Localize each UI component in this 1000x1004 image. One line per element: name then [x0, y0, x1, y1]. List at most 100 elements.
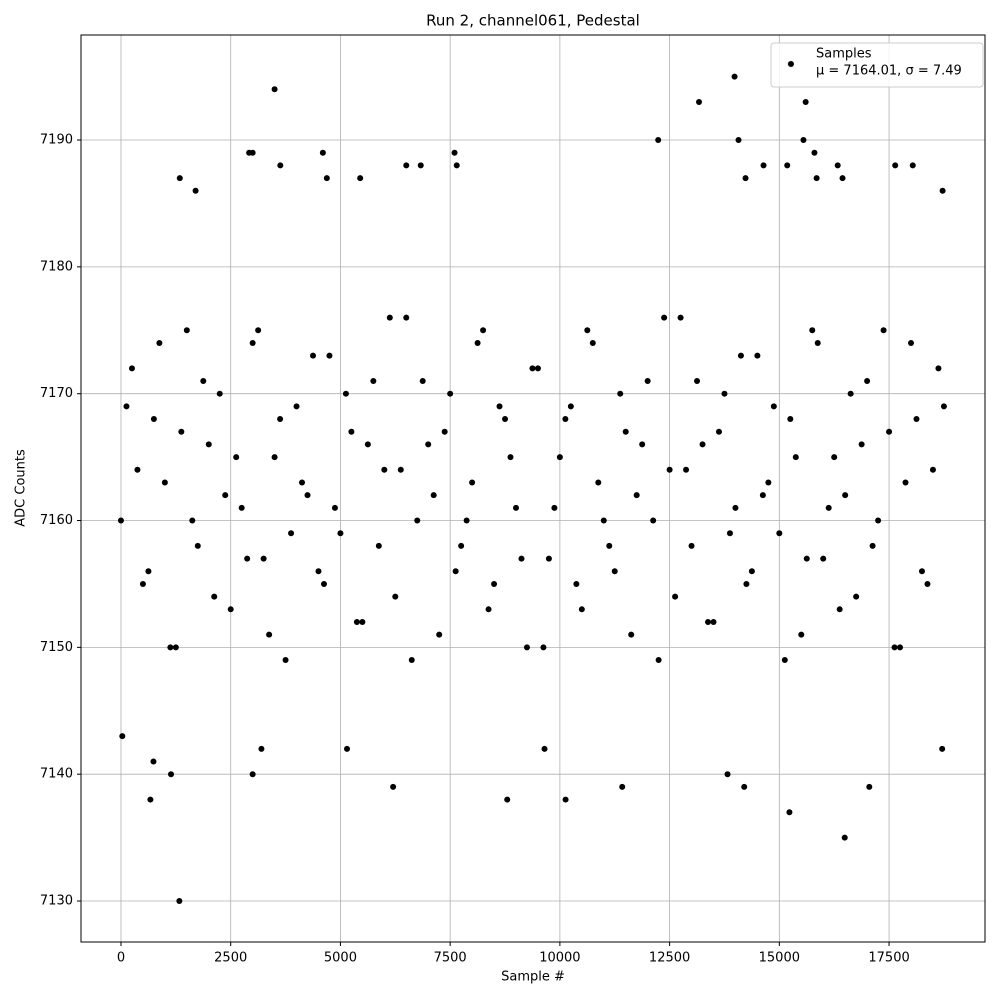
x-tick-label: 7500: [434, 951, 467, 966]
point: [463, 517, 470, 524]
point: [403, 314, 410, 321]
point: [897, 644, 904, 651]
point: [940, 403, 947, 410]
point: [880, 327, 887, 334]
point: [222, 492, 229, 499]
point: [765, 479, 772, 486]
point: [743, 580, 750, 587]
point: [839, 175, 846, 182]
point: [562, 796, 569, 803]
points: [117, 60, 947, 905]
point: [842, 492, 849, 499]
point: [491, 580, 498, 587]
point: [677, 314, 684, 321]
point: [277, 162, 284, 169]
point: [436, 631, 443, 638]
point: [451, 149, 458, 156]
point: [622, 428, 629, 435]
point: [924, 580, 931, 587]
point: [119, 733, 126, 740]
point: [249, 771, 256, 778]
point: [567, 403, 574, 410]
point: [342, 390, 349, 397]
point: [453, 162, 460, 169]
y-tick-label: 7170: [40, 386, 73, 401]
point: [310, 352, 317, 359]
point: [721, 390, 728, 397]
point: [326, 352, 333, 359]
point: [809, 327, 816, 334]
point: [249, 339, 256, 346]
point: [344, 745, 351, 752]
point: [211, 593, 218, 600]
point: [529, 365, 536, 372]
x-tick-label: 17500: [868, 951, 909, 966]
point: [735, 137, 742, 144]
point: [892, 162, 899, 169]
y-tick-label: 7190: [40, 133, 73, 148]
point: [258, 745, 265, 752]
point: [742, 175, 749, 182]
point: [474, 339, 481, 346]
point: [216, 390, 223, 397]
point: [359, 618, 366, 625]
point: [357, 175, 364, 182]
point: [353, 618, 360, 625]
point: [754, 352, 761, 359]
point: [866, 783, 873, 790]
y-axis-label: ADC Counts: [14, 449, 29, 527]
point: [496, 403, 503, 410]
point: [834, 162, 841, 169]
point: [128, 365, 135, 372]
point: [902, 479, 909, 486]
point: [918, 568, 925, 575]
point: [748, 568, 755, 575]
point: [168, 771, 175, 778]
point: [408, 657, 415, 664]
point: [841, 834, 848, 841]
point: [600, 517, 607, 524]
y-tick-label: 7140: [40, 767, 73, 782]
point: [134, 466, 141, 473]
point: [541, 745, 548, 752]
point: [661, 314, 668, 321]
point: [847, 390, 854, 397]
point: [271, 454, 278, 461]
x-tick-label: 10000: [539, 951, 580, 966]
point: [820, 555, 827, 562]
chart-title: Run 2, channel061, Pedestal: [426, 12, 640, 30]
point: [414, 517, 421, 524]
point: [260, 555, 267, 562]
point: [672, 593, 679, 600]
point: [485, 606, 492, 613]
legend: Samples μ = 7164.01, σ = 7.49: [770, 42, 984, 88]
point: [787, 416, 794, 423]
point: [147, 796, 154, 803]
point: [293, 403, 300, 410]
y-tick-label: 7150: [40, 640, 73, 655]
point: [430, 492, 437, 499]
point: [299, 479, 306, 486]
point: [781, 657, 788, 664]
point: [337, 530, 344, 537]
point: [172, 644, 179, 651]
point: [864, 378, 871, 385]
point: [167, 644, 174, 651]
point: [266, 631, 273, 638]
point: [655, 657, 662, 664]
point: [507, 454, 514, 461]
point: [271, 86, 278, 93]
point: [913, 416, 920, 423]
point: [331, 504, 338, 511]
point: [584, 327, 591, 334]
point: [178, 428, 185, 435]
plot-frame: [80, 34, 986, 943]
point: [814, 339, 821, 346]
point: [370, 378, 377, 385]
x-tick-label: 12500: [649, 951, 690, 966]
point: [710, 618, 717, 625]
point: [666, 466, 673, 473]
point: [381, 466, 388, 473]
point: [798, 631, 805, 638]
